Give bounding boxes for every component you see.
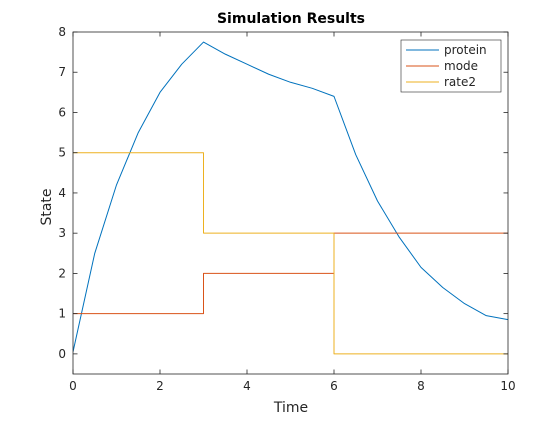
y-tick-label: 2 (58, 266, 66, 280)
legend-label-protein: protein (444, 43, 487, 57)
y-axis-label: State (39, 188, 55, 225)
x-tick-label: 10 (500, 379, 515, 393)
series-line-rate2 (73, 152, 508, 355)
y-tick-label: 1 (58, 307, 66, 321)
legend: protein mode rate2 (400, 39, 502, 93)
axes-box (72, 31, 509, 375)
chart-title: Simulation Results (217, 11, 365, 27)
y-tick-label: 4 (58, 186, 66, 200)
y-tick-label: 3 (58, 226, 66, 240)
y-tick-label: 8 (58, 25, 66, 39)
series-line-protein (73, 41, 508, 352)
axes-layer: 0 2 4 6 8 10 0 1 2 3 4 5 6 7 8 (58, 25, 515, 393)
x-tick-label: 8 (417, 379, 425, 393)
x-tick-label: 0 (69, 379, 77, 393)
legend-label-mode: mode (444, 59, 478, 73)
y-tick-label: 6 (58, 105, 66, 119)
x-tick-label: 6 (330, 379, 338, 393)
x-tick-label: 4 (243, 379, 251, 393)
x-tick-label: 2 (156, 379, 164, 393)
y-tick-label: 7 (58, 65, 66, 79)
series-layer (73, 41, 508, 355)
x-axis-label: Time (273, 400, 308, 416)
series-line-mode (73, 232, 508, 315)
legend-box (400, 39, 502, 93)
y-tick-label: 5 (58, 146, 66, 160)
y-tick-label: 0 (58, 347, 66, 361)
legend-label-rate2: rate2 (444, 75, 476, 89)
